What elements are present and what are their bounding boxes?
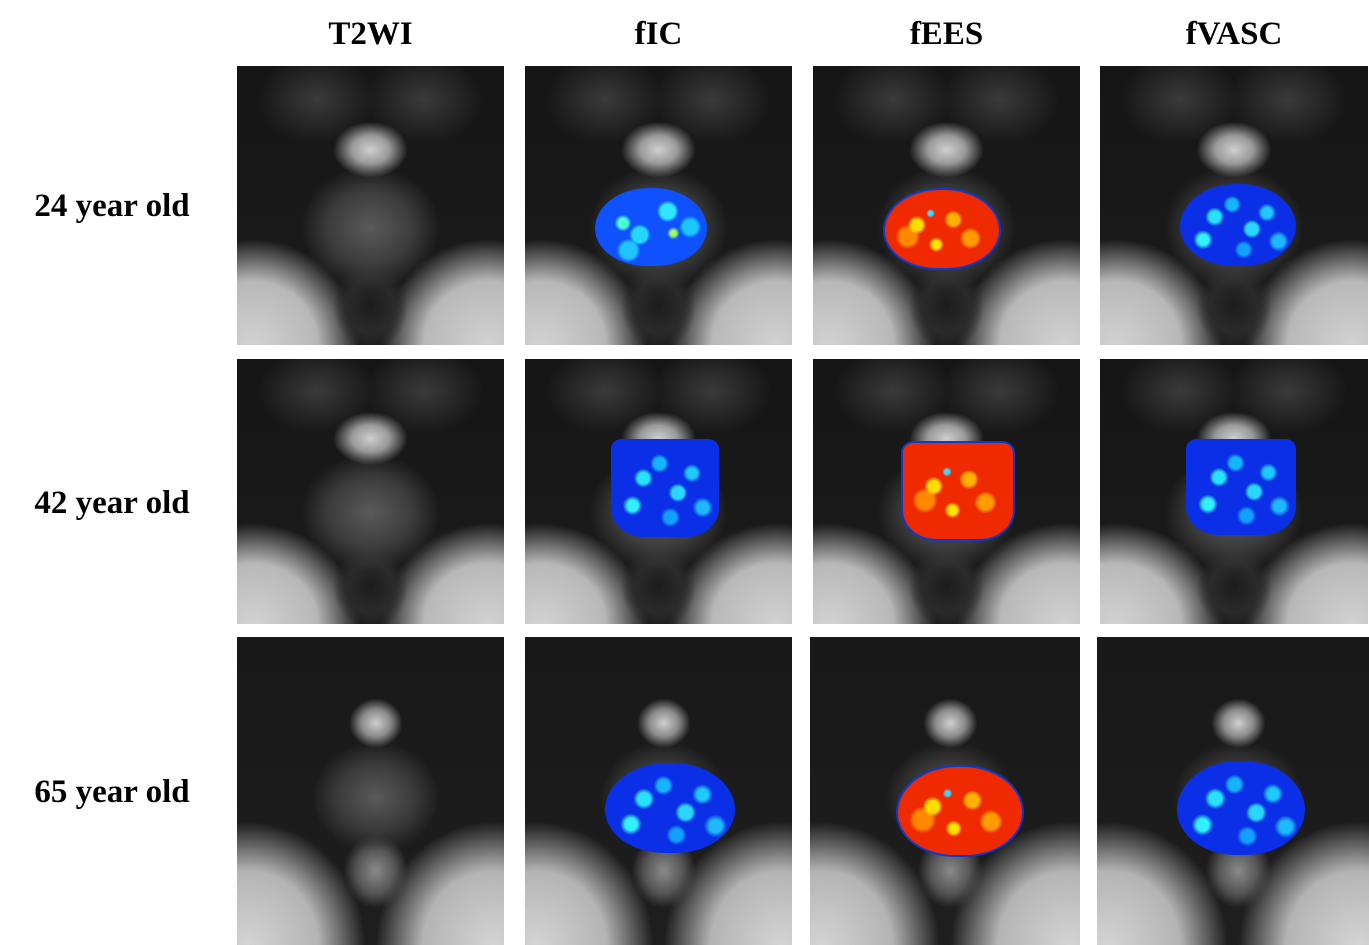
panel-24-fvasc [1100,66,1368,345]
panel-42-fic [525,359,792,624]
panel-65-t2wi [237,637,504,945]
fic-map-overlay [605,763,735,853]
row-label-42: 42 year old [34,485,190,521]
panel-42-fees [813,359,1080,624]
fvasc-map-overlay [1180,184,1296,266]
row-label-24: 24 year old [34,188,190,224]
column-header-t2wi: T2WI [328,16,413,52]
panel-24-fic [525,66,792,345]
fees-map-overlay [903,443,1013,539]
fvasc-map-overlay [1177,761,1305,855]
column-header-fees: fEES [909,16,984,52]
panel-24-fees [813,66,1080,345]
fees-map-overlay [885,190,999,268]
panel-65-fvasc [1097,637,1369,945]
column-header-fic: fIC [634,16,683,52]
column-header-fvasc: fVASC [1185,16,1283,52]
fees-map-overlay [898,767,1022,855]
fvasc-map-overlay [1186,439,1296,535]
panel-42-t2wi [237,359,504,624]
panel-42-fvasc [1100,359,1368,624]
panel-65-fic [525,637,792,945]
fic-map-overlay [611,439,719,537]
panel-65-fees [810,637,1080,945]
row-label-65: 65 year old [34,774,190,810]
panel-24-t2wi [237,66,504,345]
fic-map-overlay [595,188,707,266]
